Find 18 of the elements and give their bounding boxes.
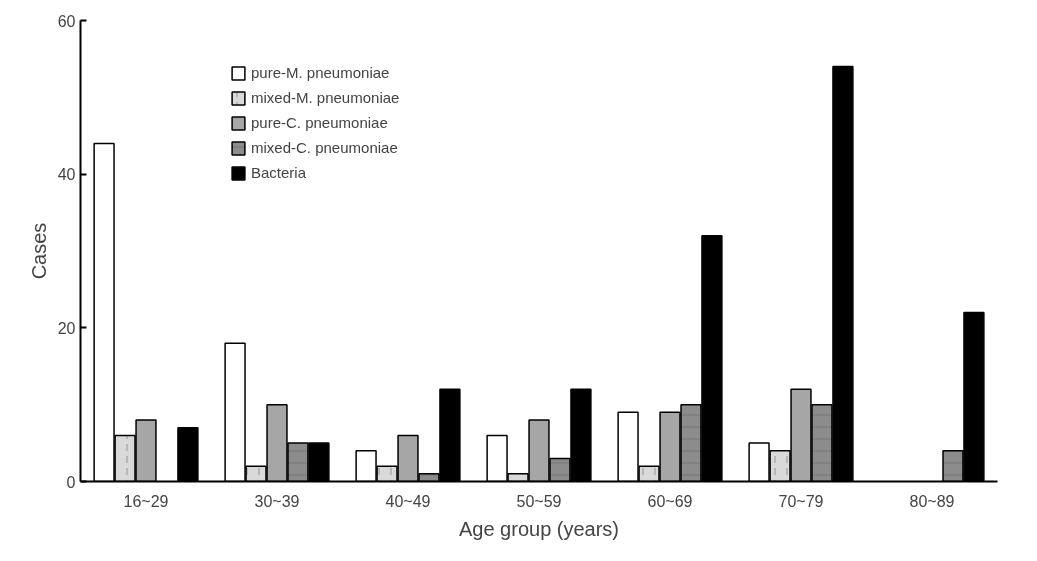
legend-label: pure-M. pneumoniae <box>251 64 390 81</box>
y-tick-label: 0 <box>66 473 76 491</box>
legend-label: mixed-M. pneumoniae <box>251 89 400 106</box>
x-tick-label: 60~69 <box>647 492 693 510</box>
y-tick-label: 20 <box>57 319 76 337</box>
y-tick-label: 40 <box>57 166 76 184</box>
y-axis-title: Cases <box>27 222 50 280</box>
y-tick-label: 60 <box>57 12 76 30</box>
x-tick-label: 30~39 <box>254 492 300 510</box>
legend-label: pure-C. pneumoniae <box>251 114 388 131</box>
x-tick-label: 40~49 <box>385 492 431 510</box>
x-tick-label: 16~29 <box>123 492 169 510</box>
x-tick-label: 80~89 <box>909 492 955 510</box>
legend-label: Bacteria <box>251 164 307 181</box>
x-tick-label: 70~79 <box>778 492 824 510</box>
x-axis-title: Age group (years) <box>458 517 620 540</box>
legend-label: mixed-C. pneumoniae <box>251 139 398 156</box>
x-tick-label: 50~59 <box>516 492 562 510</box>
